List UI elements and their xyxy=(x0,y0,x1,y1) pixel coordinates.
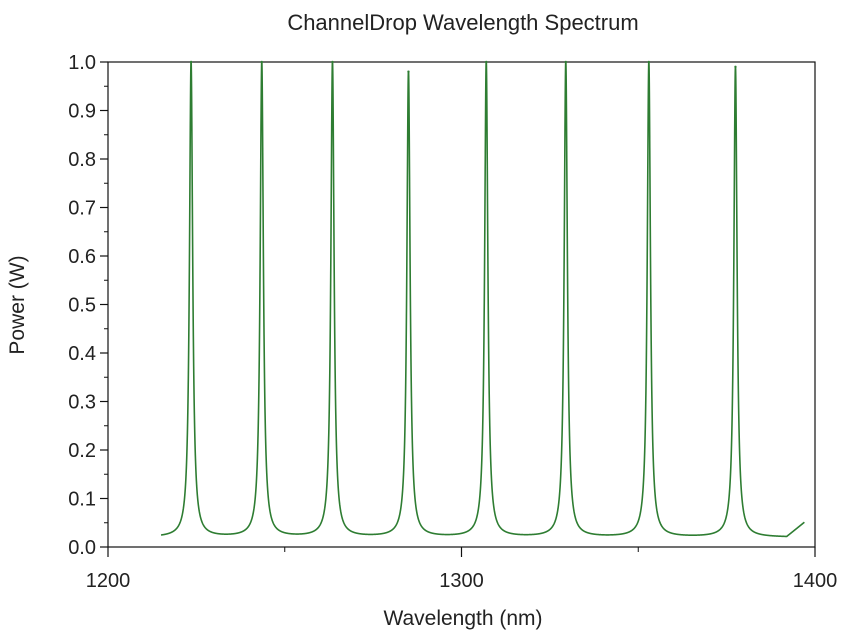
peak-point xyxy=(407,70,410,73)
y-tick-label: 0.4 xyxy=(68,343,96,365)
y-axis-label: Power (W) xyxy=(6,255,29,354)
peak-point xyxy=(647,60,651,64)
peak-point xyxy=(564,60,567,64)
x-axis-label: Wavelength (nm) xyxy=(383,607,542,630)
y-tick-label: 0.5 xyxy=(68,295,96,317)
plot-frame xyxy=(107,61,816,548)
x-tick-label: 1300 xyxy=(439,570,484,592)
chart-title: ChannelDrop Wavelength Spectrum xyxy=(287,10,638,35)
y-tick-label: 0.8 xyxy=(68,149,96,171)
y-tick-label: 0.7 xyxy=(68,198,96,220)
peak-point xyxy=(331,60,334,64)
peak-markers xyxy=(189,60,737,73)
peak-point xyxy=(260,60,263,64)
y-tick-label: 0.6 xyxy=(68,246,96,268)
peak-point xyxy=(189,60,193,64)
y-tick-label: 0.3 xyxy=(68,392,96,414)
y-tick-label: 0.0 xyxy=(68,537,96,559)
y-tick-label: 0.2 xyxy=(68,440,96,462)
peak-point xyxy=(485,60,488,64)
x-tick-label: 1400 xyxy=(793,570,838,592)
y-tick-label: 0.9 xyxy=(68,101,96,123)
x-tick-label: 1200 xyxy=(86,570,131,592)
y-tick-label: 0.1 xyxy=(68,489,96,511)
series-line xyxy=(160,60,805,538)
peak-point xyxy=(734,65,737,69)
y-tick-label: 1.0 xyxy=(68,52,96,74)
